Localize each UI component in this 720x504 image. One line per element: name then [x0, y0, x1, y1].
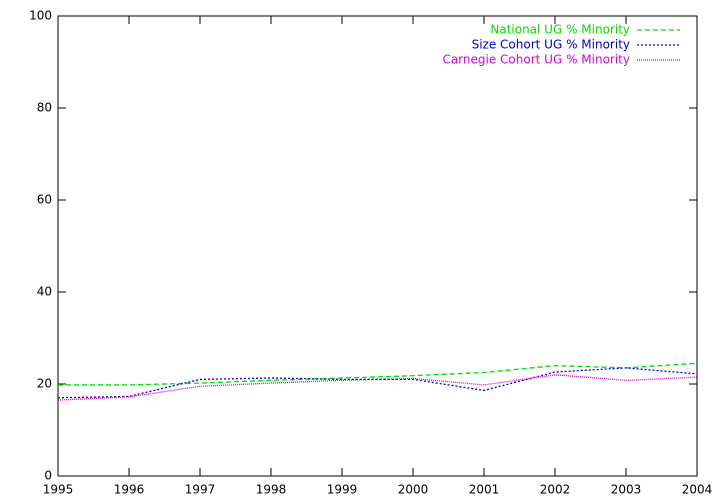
legend-label: Carnegie Cohort UG % Minority — [442, 53, 630, 67]
series-line — [57, 374, 698, 401]
plot-frame — [57, 15, 698, 477]
y-tick-label: 40 — [37, 285, 52, 299]
x-tick-label: 2001 — [469, 483, 500, 497]
y-tick-label: 80 — [37, 101, 52, 115]
legend-label: Size Cohort UG % Minority — [472, 38, 630, 52]
x-tick-label: 2002 — [540, 483, 571, 497]
series-line — [58, 362, 698, 386]
x-tick-label: 1999 — [327, 483, 358, 497]
legend-label: National UG % Minority — [490, 23, 630, 37]
y-tick-label: 0 — [44, 469, 52, 483]
x-tick-label: 2004 — [682, 483, 713, 497]
y-tick-label: 100 — [29, 9, 52, 23]
y-tick-label: 20 — [37, 377, 52, 391]
x-tick-label: 2000 — [398, 483, 429, 497]
x-tick-label: 1996 — [114, 483, 145, 497]
x-tick-label: 1998 — [256, 483, 287, 497]
x-tick-label: 1995 — [43, 483, 74, 497]
y-tick-label: 60 — [37, 193, 52, 207]
x-tick-label: 1997 — [185, 483, 216, 497]
x-tick-label: 2003 — [611, 483, 642, 497]
